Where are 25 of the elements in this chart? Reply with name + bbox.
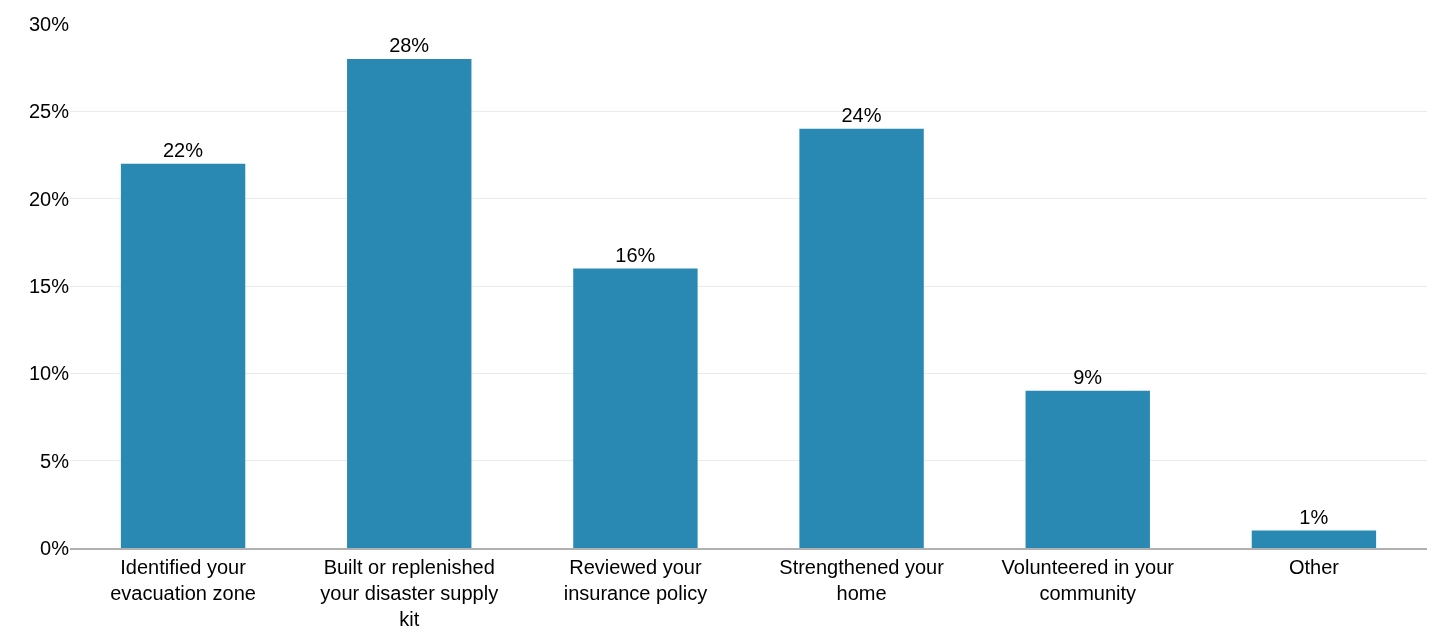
y-tick-label: 0% <box>40 537 70 559</box>
bar <box>120 163 246 548</box>
x-tick-label: Volunteered in your community <box>1001 556 1175 604</box>
y-tick-label: 25% <box>28 100 70 123</box>
data-label: 24% <box>841 103 882 126</box>
x-tick-label: Strengthened your home <box>779 556 945 604</box>
bar <box>347 58 472 548</box>
y-tick-label: 5% <box>40 449 70 472</box>
y-tick-label: 30% <box>28 13 70 35</box>
data-label: 1% <box>1299 505 1329 528</box>
bar <box>1025 390 1150 548</box>
bar <box>1251 530 1377 548</box>
x-tick-label: Built or replenished your disaster supply kit <box>320 556 499 630</box>
y-tick-label: 15% <box>28 275 70 297</box>
x-tick-label: Identified your evacuation zone <box>110 556 256 604</box>
bar <box>799 128 924 548</box>
x-tick-label: Reviewed your insurance policy <box>563 556 708 604</box>
data-label: 16% <box>615 243 656 266</box>
bar <box>573 268 698 548</box>
data-label: 9% <box>1073 365 1103 388</box>
y-tick-label: 10% <box>28 362 70 385</box>
x-tick-label: Other <box>1288 556 1340 578</box>
y-tick-label: 20% <box>28 187 70 210</box>
data-label: 22% <box>162 138 204 161</box>
data-label: 28% <box>389 33 430 56</box>
